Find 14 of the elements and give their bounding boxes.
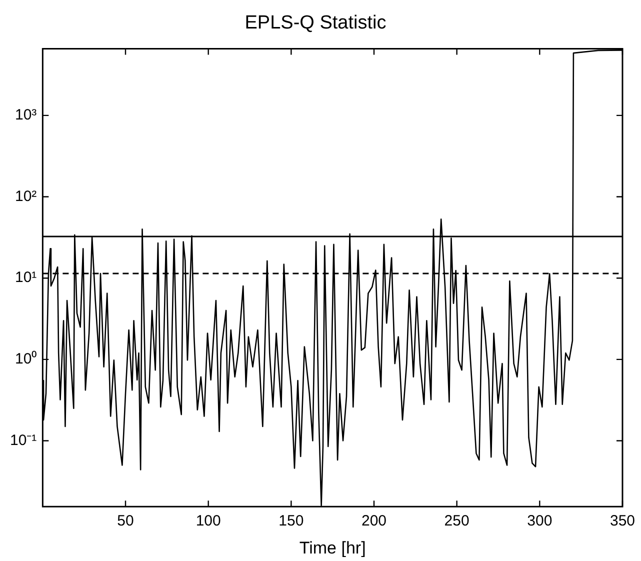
x-tick-label: 200 [361, 512, 387, 530]
y-tick-label: 10³ [14, 106, 37, 124]
chart-title: EPLS-Q Statistic [244, 12, 386, 34]
y-tick-label: 10¹ [14, 269, 37, 286]
x-tick-label: 50 [117, 512, 134, 530]
y-tick-label: 10⁻¹ [10, 432, 37, 449]
y-tick-label: 10⁰ [14, 350, 37, 368]
x-tick-label: 250 [444, 512, 470, 530]
x-tick-label: 350 [610, 512, 635, 530]
x-tick-label: 100 [196, 512, 221, 530]
x-tick-label: 150 [278, 512, 304, 530]
y-tick-label: 10² [14, 188, 37, 205]
x-axis-title: Time [hr] [299, 538, 366, 558]
x-tick-label: 300 [527, 512, 552, 530]
